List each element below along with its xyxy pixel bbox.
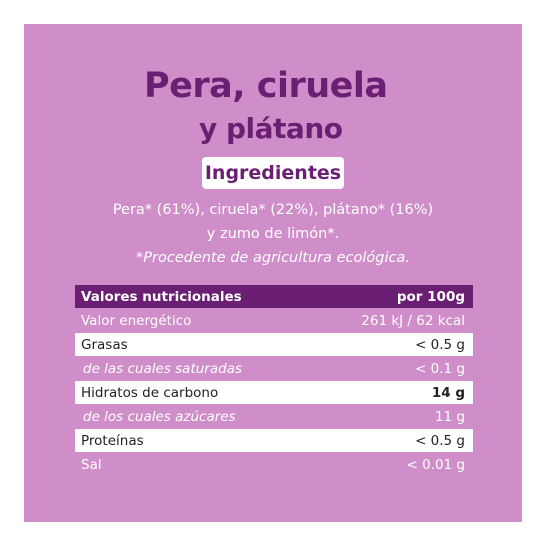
- product-panel: Pera, ciruela y plátano Ingredientes Per…: [24, 24, 522, 522]
- nutrition-row-salt: Sal < 0.01 g: [75, 453, 473, 476]
- product-title-line2: y plátano: [199, 112, 343, 145]
- ingredients-line2: y zumo de limón*.: [206, 226, 340, 242]
- ingredients-heading: Ingredientes: [202, 157, 344, 189]
- nutrition-label: Hidratos de carbono: [81, 384, 219, 401]
- nutrition-value: 11 g: [434, 408, 465, 425]
- nutrition-value: < 0.5 g: [415, 336, 465, 353]
- nutrition-row-carbs: Hidratos de carbono 14 g: [75, 381, 473, 404]
- nutrition-value: < 0.5 g: [415, 432, 465, 449]
- nutrition-row-fat: Grasas < 0.5 g: [75, 333, 473, 356]
- nutrition-row-energy: Valor energético 261 kJ / 62 kcal: [75, 309, 473, 332]
- nutrition-row-saturated: de las cuales saturadas < 0.1 g: [75, 357, 473, 380]
- organic-note: *Procedente de agricultura ecológica.: [136, 250, 410, 266]
- nutrition-header-row: Valores nutricionales por 100g: [75, 285, 473, 308]
- nutrition-label: de las cuales saturadas: [83, 360, 243, 377]
- nutrition-table: Valores nutricionales por 100g Valor ene…: [75, 285, 473, 477]
- nutrition-label: Proteínas: [81, 432, 144, 449]
- nutrition-label: Grasas: [81, 336, 128, 353]
- nutrition-label: Valor energético: [81, 312, 192, 329]
- nutrition-label: de los cuales azúcares: [83, 408, 236, 425]
- nutrition-value: 261 kJ / 62 kcal: [361, 312, 465, 329]
- product-title-line1: Pera, ciruela: [144, 66, 388, 106]
- ingredients-line1: Pera* (61%), ciruela* (22%), plátano* (1…: [112, 202, 434, 218]
- nutrition-value: 14 g: [431, 384, 465, 401]
- nutrition-header-label: Valores nutricionales: [81, 288, 242, 305]
- nutrition-value: < 0.1 g: [415, 360, 465, 377]
- nutrition-row-sugars: de los cuales azúcares 11 g: [75, 405, 473, 428]
- nutrition-label: Sal: [81, 456, 102, 473]
- nutrition-value: < 0.01 g: [406, 456, 465, 473]
- nutrition-row-protein: Proteínas < 0.5 g: [75, 429, 473, 452]
- nutrition-header-value: por 100g: [396, 288, 465, 305]
